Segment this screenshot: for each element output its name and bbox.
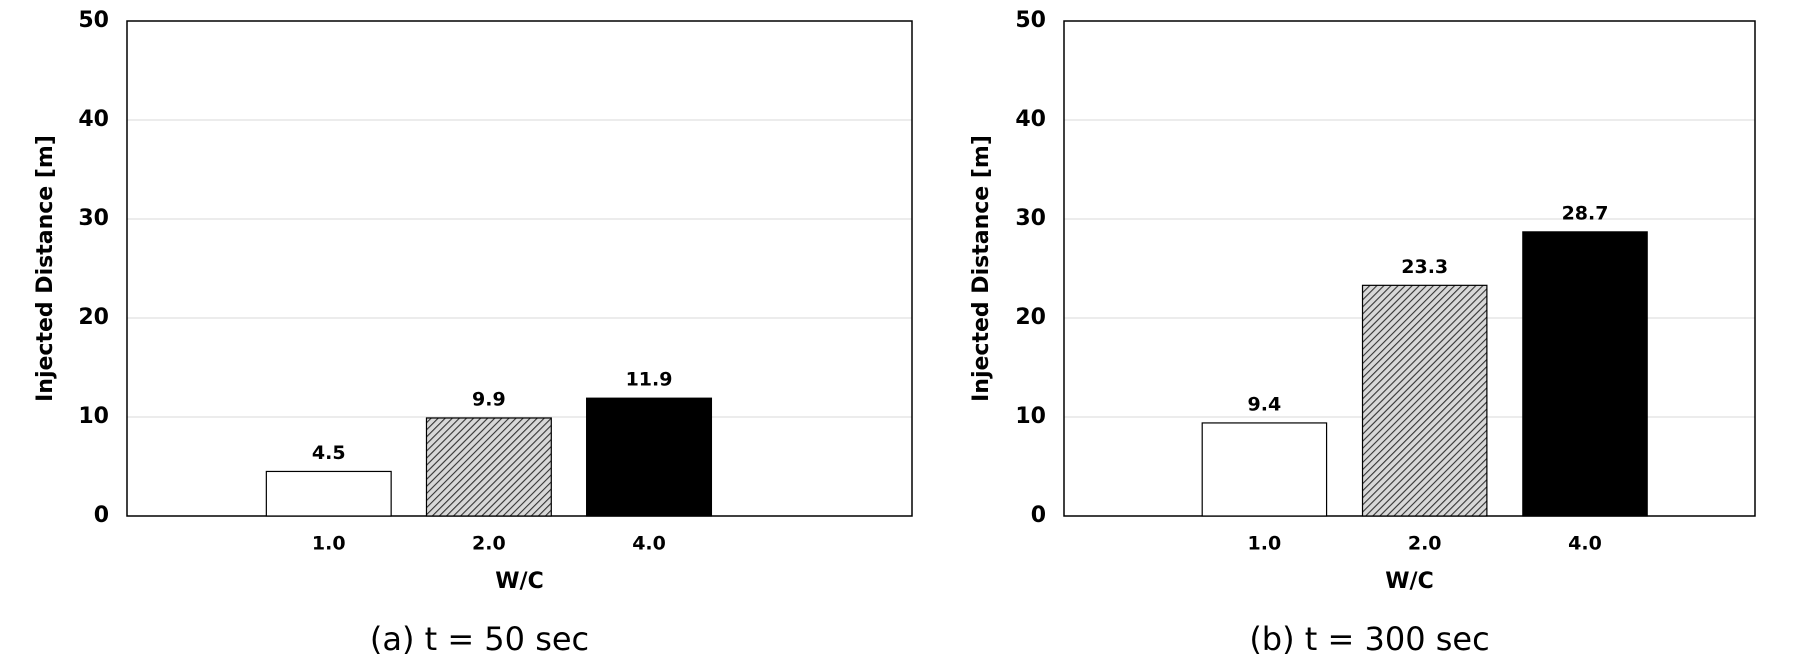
x-tick-label: 4.0 bbox=[632, 533, 666, 555]
y-tick-label: 10 bbox=[1015, 404, 1046, 429]
y-tick-label: 20 bbox=[1015, 305, 1046, 330]
y-tick-label: 30 bbox=[1015, 206, 1046, 231]
value-label: 4.5 bbox=[312, 442, 346, 464]
y-tick-label: 50 bbox=[1015, 8, 1046, 33]
bar bbox=[1361, 284, 1488, 517]
bar bbox=[1522, 231, 1648, 517]
x-axis-label: W/C bbox=[495, 569, 543, 594]
caption: (a) t = 50 sec bbox=[370, 620, 589, 658]
y-tick-label: 40 bbox=[1015, 107, 1046, 132]
y-axis-label: Injected Distance [m] bbox=[33, 135, 58, 402]
y-tick-label: 10 bbox=[78, 404, 109, 429]
value-label: 28.7 bbox=[1562, 202, 1609, 224]
x-axis-label: W/C bbox=[1385, 569, 1433, 594]
y-tick-label: 50 bbox=[78, 8, 109, 33]
bar bbox=[265, 470, 392, 517]
bar bbox=[425, 417, 552, 517]
value-label: 9.9 bbox=[472, 388, 506, 410]
x-tick-label: 2.0 bbox=[1408, 533, 1442, 555]
y-tick-label: 20 bbox=[78, 305, 109, 330]
bar bbox=[1201, 422, 1328, 517]
caption: (b) t = 300 sec bbox=[1249, 620, 1489, 658]
value-label: 23.3 bbox=[1401, 256, 1448, 278]
x-tick-label: 1.0 bbox=[312, 533, 346, 555]
y-tick-label: 30 bbox=[78, 206, 109, 231]
x-tick-label: 4.0 bbox=[1568, 533, 1602, 555]
x-tick-label: 1.0 bbox=[1248, 533, 1282, 555]
bar bbox=[586, 397, 713, 517]
value-label: 9.4 bbox=[1248, 393, 1282, 415]
y-tick-label: 0 bbox=[94, 503, 109, 528]
y-tick-label: 0 bbox=[1031, 503, 1046, 528]
x-tick-label: 2.0 bbox=[472, 533, 506, 555]
y-axis-label: Injected Distance [m] bbox=[969, 135, 994, 402]
y-tick-label: 40 bbox=[78, 107, 109, 132]
value-label: 11.9 bbox=[626, 369, 673, 391]
